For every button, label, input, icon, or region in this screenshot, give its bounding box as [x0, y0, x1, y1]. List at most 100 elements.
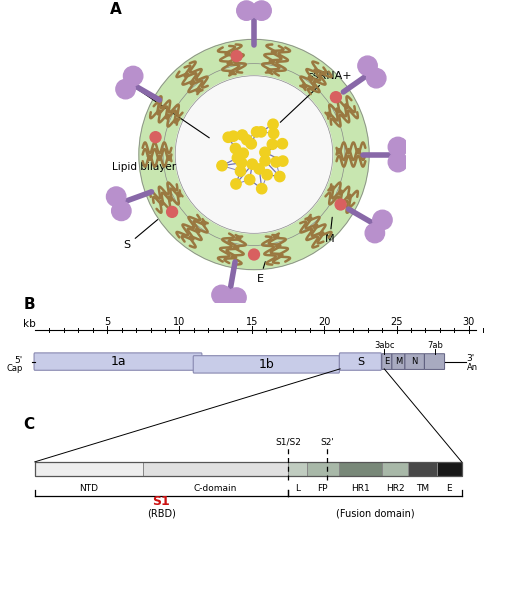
Circle shape — [335, 199, 346, 210]
Circle shape — [150, 132, 161, 142]
Circle shape — [212, 285, 231, 305]
Circle shape — [242, 135, 252, 145]
Circle shape — [228, 131, 238, 141]
Text: N: N — [411, 357, 418, 366]
Text: M: M — [395, 357, 402, 366]
Circle shape — [277, 139, 288, 149]
Text: N: N — [122, 77, 209, 138]
Circle shape — [244, 175, 255, 185]
Text: E: E — [447, 484, 452, 493]
Circle shape — [237, 1, 256, 21]
Circle shape — [246, 139, 257, 149]
Circle shape — [388, 152, 407, 172]
Text: B: B — [23, 296, 35, 311]
Circle shape — [373, 210, 392, 230]
Circle shape — [267, 139, 277, 150]
Circle shape — [230, 144, 241, 154]
Circle shape — [231, 179, 241, 189]
Text: C: C — [23, 418, 35, 433]
FancyBboxPatch shape — [425, 354, 444, 370]
Circle shape — [248, 249, 260, 260]
FancyBboxPatch shape — [339, 353, 382, 370]
Circle shape — [257, 184, 267, 194]
Text: 3': 3' — [467, 354, 475, 363]
Text: S: S — [123, 219, 157, 250]
Circle shape — [254, 164, 265, 174]
Text: 10: 10 — [173, 316, 185, 327]
Text: 30: 30 — [463, 316, 475, 327]
Circle shape — [358, 56, 377, 76]
Text: Lipid bilayer: Lipid bilayer — [112, 155, 176, 171]
FancyBboxPatch shape — [193, 356, 339, 373]
Circle shape — [269, 128, 279, 139]
Text: TM: TM — [416, 484, 429, 493]
Circle shape — [388, 137, 407, 157]
Circle shape — [268, 119, 278, 130]
Text: A: A — [110, 2, 122, 16]
Bar — [307, 462, 339, 476]
Circle shape — [231, 51, 242, 62]
Text: 1a: 1a — [110, 355, 126, 368]
FancyBboxPatch shape — [392, 354, 405, 370]
Circle shape — [123, 66, 143, 85]
Circle shape — [235, 166, 246, 176]
Text: 15: 15 — [246, 316, 258, 327]
Text: S1: S1 — [152, 494, 170, 508]
Text: Cap: Cap — [6, 364, 22, 373]
Circle shape — [139, 39, 369, 270]
Text: 7ab: 7ab — [427, 341, 443, 350]
Circle shape — [237, 130, 247, 140]
Bar — [35, 462, 462, 476]
Bar — [35, 462, 143, 476]
Text: L: L — [295, 484, 300, 493]
Circle shape — [252, 1, 271, 21]
Circle shape — [232, 153, 242, 163]
Text: M: M — [325, 218, 335, 244]
Circle shape — [247, 159, 258, 169]
Circle shape — [275, 171, 285, 182]
Circle shape — [256, 127, 266, 137]
Bar — [339, 462, 382, 476]
Bar — [382, 462, 408, 476]
Text: (Fusion domain): (Fusion domain) — [335, 508, 414, 518]
FancyBboxPatch shape — [382, 354, 392, 370]
Text: S2': S2' — [320, 438, 334, 447]
Text: kb: kb — [23, 319, 36, 329]
Text: S: S — [357, 356, 364, 367]
Text: (RBD): (RBD) — [147, 508, 176, 518]
Circle shape — [217, 161, 227, 171]
Bar — [437, 462, 462, 476]
Text: ssRNA+: ssRNA+ — [280, 71, 352, 122]
Circle shape — [367, 68, 386, 88]
Text: S1/S2: S1/S2 — [275, 438, 301, 447]
Text: HR1: HR1 — [351, 484, 370, 493]
FancyBboxPatch shape — [34, 353, 202, 370]
Text: 3abc: 3abc — [374, 341, 395, 350]
Text: NTD: NTD — [80, 484, 99, 493]
Circle shape — [236, 158, 247, 168]
Bar — [408, 462, 437, 476]
Circle shape — [271, 157, 281, 167]
Circle shape — [116, 79, 135, 99]
Circle shape — [278, 156, 288, 166]
FancyBboxPatch shape — [405, 354, 424, 370]
Circle shape — [238, 148, 248, 158]
Text: 20: 20 — [318, 316, 330, 327]
Text: 1b: 1b — [259, 358, 274, 371]
Text: 25: 25 — [390, 316, 403, 327]
Text: HR2: HR2 — [386, 484, 404, 493]
Circle shape — [223, 132, 233, 142]
Circle shape — [107, 187, 126, 206]
Text: 5': 5' — [14, 356, 22, 365]
Text: 5: 5 — [104, 316, 110, 327]
Circle shape — [167, 207, 178, 218]
Circle shape — [262, 170, 272, 180]
Circle shape — [112, 201, 131, 221]
Text: E: E — [384, 357, 389, 366]
Circle shape — [330, 92, 341, 102]
Circle shape — [227, 288, 246, 307]
Text: C-domain: C-domain — [194, 484, 237, 493]
Circle shape — [251, 127, 262, 137]
Circle shape — [365, 224, 385, 243]
Text: E: E — [257, 262, 265, 284]
